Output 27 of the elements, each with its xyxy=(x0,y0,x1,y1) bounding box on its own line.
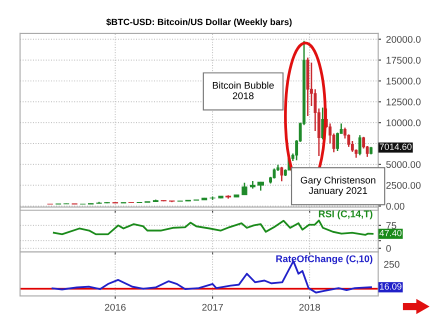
candlestick xyxy=(358,134,362,156)
x-tick-label: 2016 xyxy=(104,304,126,311)
annotation: 47.40 xyxy=(379,230,402,236)
y-tick-label: 10000.0 xyxy=(386,119,421,126)
annotation: Bitcoin Bubble 2018 xyxy=(212,82,274,100)
y-tick-label: 0 xyxy=(386,245,391,252)
series-label: RateOfChange (C,10) xyxy=(276,255,372,264)
x-tick-label: 2017 xyxy=(202,304,223,311)
y-tick-label: 15000.0 xyxy=(386,78,421,85)
y-tick-label: 5000.00 xyxy=(386,161,421,168)
series-label: RSI (C,14,T) xyxy=(318,210,372,220)
candlestick xyxy=(242,182,248,196)
line-series xyxy=(52,220,374,236)
annotation: 16.09 xyxy=(380,283,402,290)
y-tick-label: 75 xyxy=(386,222,396,230)
y-tick-label: 0.00 xyxy=(386,202,404,210)
candlestick xyxy=(336,132,339,152)
x-tick-label: 2018 xyxy=(299,304,320,311)
annotation: Gary Christenson January 2021 xyxy=(300,176,376,196)
text: 250 xyxy=(384,260,400,268)
annotation: 7014.60 xyxy=(380,144,412,150)
y-tick-label: 12500.0 xyxy=(386,98,421,106)
chart-title: $BTC-USD: Bitcoin/US Dollar (Weekly bars) xyxy=(106,18,292,27)
candlestick xyxy=(280,166,284,182)
y-tick-label: 20000.0 xyxy=(386,36,421,43)
y-tick-label: 17500.0 xyxy=(386,56,421,64)
y-tick-label: 2500.00 xyxy=(386,182,421,189)
